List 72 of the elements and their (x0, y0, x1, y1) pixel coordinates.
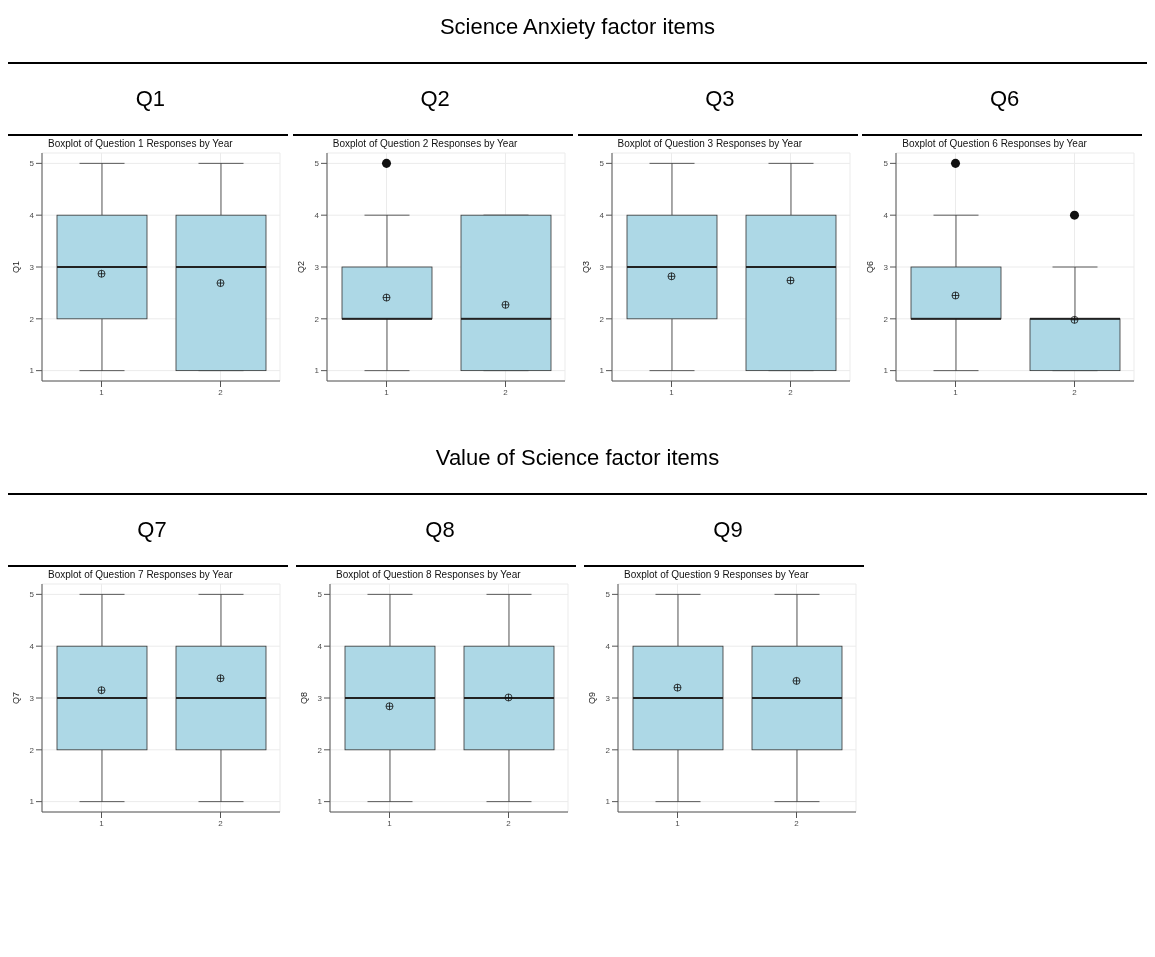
y-tick-label: 1 (599, 366, 605, 376)
chart-title: Boxplot of Question 9 Responses by Year (623, 569, 810, 580)
y-tick-label: 3 (29, 693, 35, 703)
chart-subtitle: Q8 (424, 517, 456, 543)
y-tick-label: 4 (883, 211, 889, 221)
x-tick-label: 2 (506, 818, 512, 828)
y-tick-label: 1 (29, 366, 35, 376)
chart-subtitle: Q3 (704, 86, 736, 112)
y-tick-label: 5 (29, 590, 35, 600)
x-tick-label: 1 (675, 818, 681, 828)
chart-subtitle: Q1 (134, 86, 167, 112)
y-tick-label: 2 (599, 314, 605, 324)
y-axis-title: Q8 (299, 691, 310, 705)
x-tick-label: 1 (99, 818, 105, 828)
y-tick-label: 3 (605, 693, 611, 703)
y-tick-label: 5 (314, 159, 320, 169)
x-tick-label: 2 (1072, 387, 1078, 397)
y-tick-label: 2 (883, 314, 889, 324)
x-tick-label: 2 (787, 387, 793, 397)
text: Value of Science factor items (8, 439, 1147, 495)
y-tick-label: 5 (599, 159, 605, 169)
chart-subtitle: Q2 (419, 86, 451, 112)
y-tick-label: 4 (29, 211, 35, 221)
x-tick-label: 1 (387, 818, 393, 828)
y-tick-label: 4 (599, 211, 605, 221)
y-tick-label: 3 (883, 262, 889, 272)
chart-title: Boxplot of Question 7 Responses by Year (47, 569, 234, 580)
y-tick-label: 4 (605, 642, 611, 652)
x-tick-label: 2 (218, 387, 224, 397)
chart-title: Boxplot of Question 6 Responses by Year (901, 138, 1088, 149)
x-tick-label: 2 (794, 818, 800, 828)
x-tick-label: 1 (668, 387, 674, 397)
y-tick-label: 4 (29, 642, 35, 652)
y-tick-label: 2 (317, 745, 323, 755)
y-tick-label: 1 (605, 797, 611, 807)
x-tick-label: 1 (384, 387, 390, 397)
chart-subtitle: Q9 (712, 517, 744, 543)
chart-subtitle: Q7 (136, 517, 168, 543)
text: Science Anxiety factor items (8, 8, 1147, 64)
y-tick-label: 1 (29, 797, 35, 807)
x-tick-label: 1 (953, 387, 959, 397)
y-axis-title: Q7 (11, 691, 22, 705)
y-tick-label: 3 (314, 262, 320, 272)
y-tick-label: 4 (317, 642, 323, 652)
chart-title: Boxplot of Question 2 Responses by Year (331, 138, 519, 149)
y-axis-title: Q9 (587, 691, 598, 705)
y-tick-label: 2 (29, 745, 35, 755)
y-tick-label: 3 (317, 693, 323, 703)
x-tick-label: 2 (218, 818, 224, 828)
y-axis-title: Q1 (11, 260, 22, 274)
y-tick-label: 3 (599, 262, 605, 272)
chart-title: Boxplot of Question 3 Responses by Year (616, 138, 804, 149)
y-tick-label: 1 (883, 366, 889, 376)
y-tick-label: 5 (29, 159, 35, 169)
y-axis-title: Q3 (580, 260, 591, 274)
y-tick-label: 5 (883, 159, 889, 169)
y-axis-title: Q2 (295, 260, 306, 274)
y-tick-label: 2 (314, 314, 320, 324)
y-tick-label: 1 (317, 797, 323, 807)
chart-title: Boxplot of Question 8 Responses by Year (335, 569, 522, 580)
y-tick-label: 2 (29, 314, 35, 324)
chart-title: Boxplot of Question 1 Responses by Year (47, 138, 234, 149)
chart-subtitle: Q6 (988, 86, 1021, 112)
y-tick-label: 4 (314, 211, 320, 221)
y-tick-label: 5 (317, 590, 323, 600)
y-tick-label: 5 (605, 590, 611, 600)
y-tick-label: 1 (314, 366, 320, 376)
y-tick-label: 2 (605, 745, 611, 755)
y-tick-label: 3 (29, 262, 35, 272)
y-axis-title: Q6 (865, 260, 876, 274)
x-tick-label: 1 (99, 387, 105, 397)
x-tick-label: 2 (503, 387, 509, 397)
